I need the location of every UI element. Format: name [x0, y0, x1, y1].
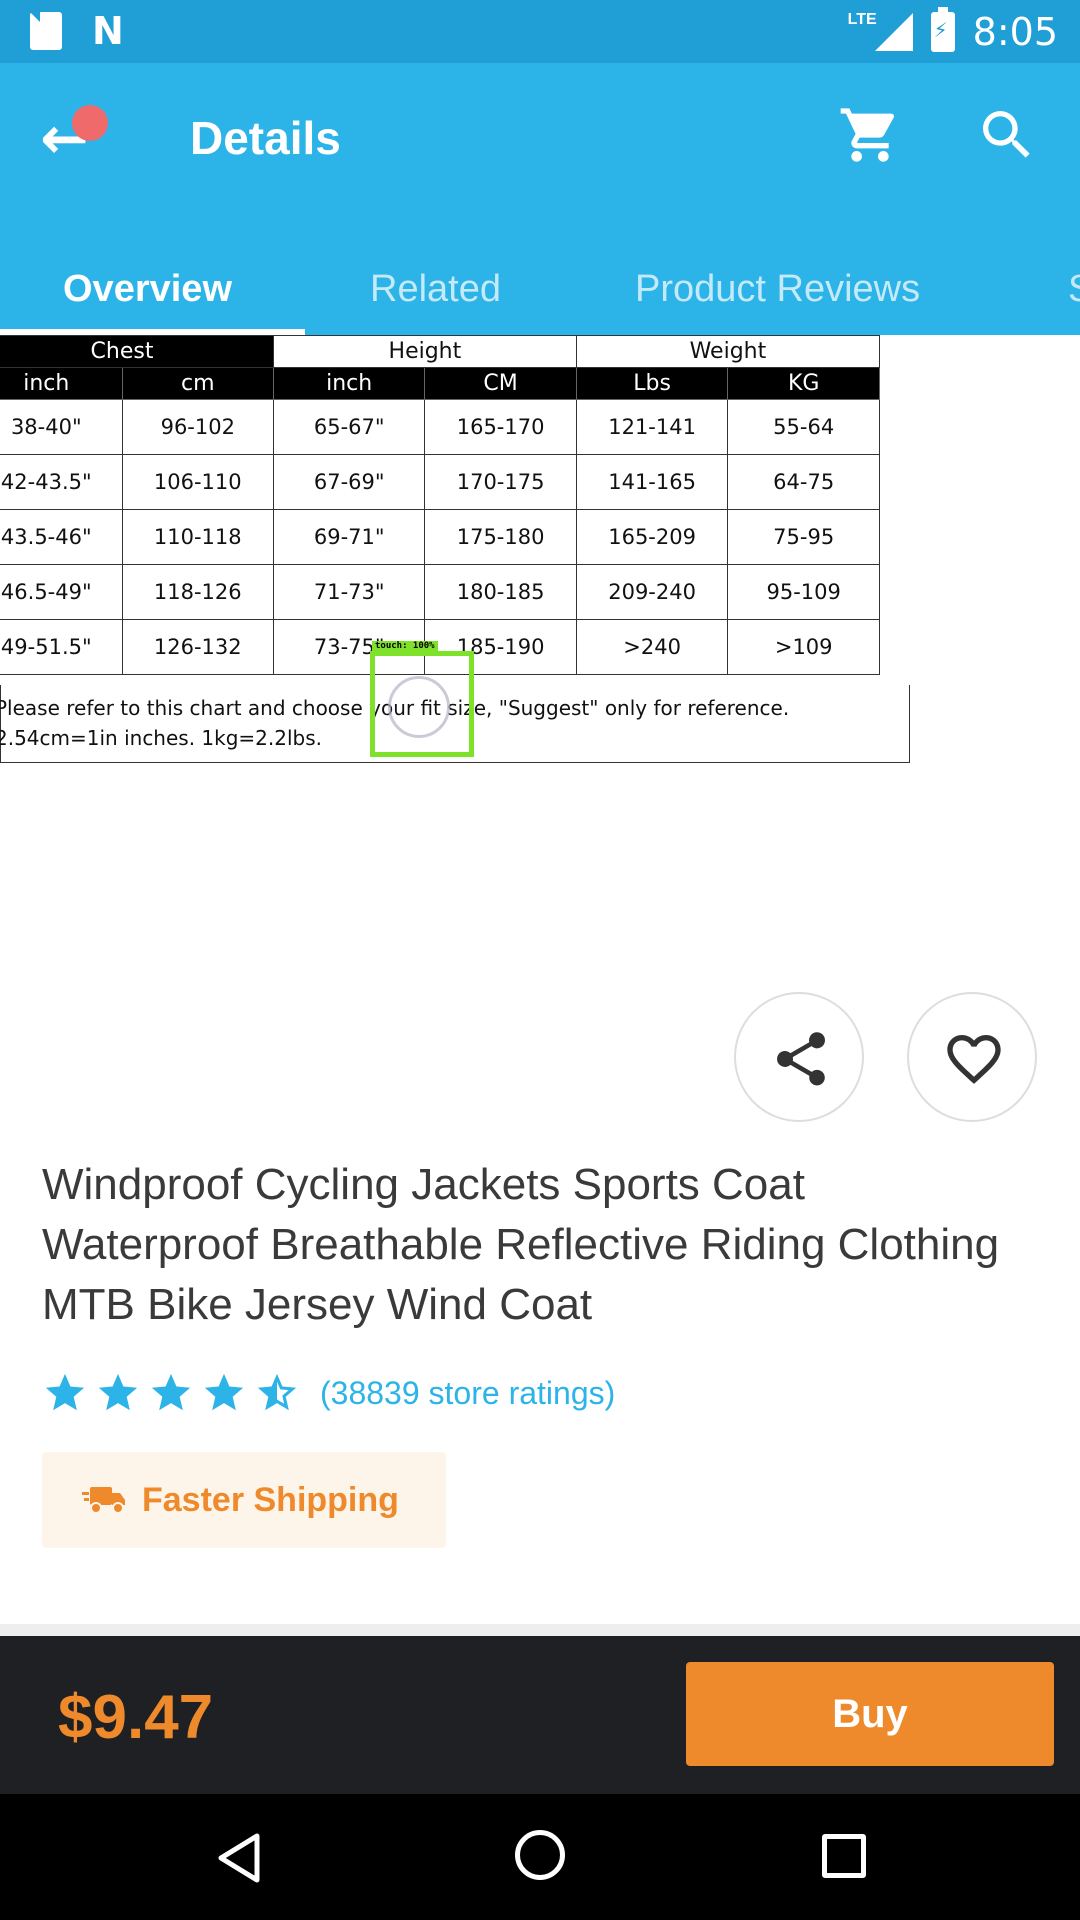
table-cell: 95-109: [727, 564, 880, 620]
table-cell: 43.5-46": [0, 509, 123, 565]
store-ratings-link[interactable]: (38839 store ratings): [320, 1374, 616, 1411]
table-cell: 65-67": [272, 399, 426, 455]
section-divider: [0, 1624, 1080, 1636]
tab-more[interactable]: S: [1068, 243, 1080, 335]
buy-button[interactable]: Buy: [686, 1662, 1054, 1766]
page-title: Details: [190, 112, 341, 164]
favorite-button[interactable]: [907, 992, 1037, 1122]
table-cell: 69-71": [272, 509, 426, 565]
table-cell: 38-40": [0, 399, 123, 455]
product-image[interactable]: Chest Height Weight inch cm inch CM Lbs …: [0, 335, 910, 763]
table-cell: 96-102: [121, 399, 274, 455]
table-cell: 106-110: [121, 454, 274, 510]
table-cell: >240: [575, 619, 729, 675]
tab-overview[interactable]: Overview: [63, 268, 232, 310]
table-cell: 55-64: [727, 399, 880, 455]
table-row: 43.5-46" 110-118 69-71" 175-180 165-209 …: [0, 509, 880, 565]
column-header: CM: [424, 367, 577, 400]
table-cell: 49-51.5": [0, 619, 123, 675]
shipping-label: Faster Shipping: [142, 1480, 399, 1519]
clock: 8:05: [972, 10, 1058, 54]
table-cell: 46.5-49": [0, 564, 123, 620]
size-chart-note-line: 2.54cm=1in inches. 1kg=2.2lbs.: [0, 726, 323, 750]
column-header: inch: [272, 367, 426, 400]
heart-outline-icon: [947, 1035, 1001, 1084]
table-cell: 64-75: [727, 454, 880, 510]
table-cell: 75-95: [727, 509, 880, 565]
table-cell: 42-43.5": [0, 454, 123, 510]
rating-row[interactable]: (38839 store ratings): [42, 1368, 615, 1418]
group-header-weight: Weight: [575, 335, 881, 368]
nav-home-icon[interactable]: [515, 1830, 565, 1880]
search-button[interactable]: [975, 103, 1039, 167]
table-cell: 110-118: [121, 509, 274, 565]
star-half-icon: [257, 1373, 297, 1411]
table-cell: 170-175: [424, 454, 577, 510]
tab-related[interactable]: Related: [370, 268, 501, 310]
network-type: LTE: [847, 11, 877, 28]
group-header-chest: Chest: [0, 335, 274, 368]
purchase-bar: $9.47 Buy: [0, 1636, 1080, 1794]
share-button[interactable]: [734, 992, 864, 1122]
sd-card-icon: [30, 12, 62, 50]
touch-highlight-box: [370, 651, 474, 757]
table-cell: 180-185: [424, 564, 577, 620]
app-bar: ← Details Overview Related Product Revie…: [0, 63, 1080, 335]
table-row: 42-43.5" 106-110 67-69" 170-175 141-165 …: [0, 454, 880, 510]
table-cell: 141-165: [575, 454, 729, 510]
nav-back-icon[interactable]: [215, 1832, 261, 1884]
back-button[interactable]: ←: [40, 103, 110, 173]
table-cell: 209-240: [575, 564, 729, 620]
table-row: 49-51.5" 126-132 73-75" 185-190 >240 >10…: [0, 619, 880, 675]
tab-bar: Overview Related Product Reviews S: [0, 243, 1080, 335]
price: $9.47: [58, 1683, 214, 1752]
table-cell: >109: [727, 619, 880, 675]
table-row: 38-40" 96-102 65-67" 165-170 121-141 55-…: [0, 399, 880, 455]
table-cell: 71-73": [272, 564, 426, 620]
touch-ripple: [388, 676, 450, 738]
star-full-icon: [151, 1373, 191, 1411]
table-cell: 118-126: [121, 564, 274, 620]
column-header: KG: [727, 367, 880, 400]
table-cell: 165-170: [424, 399, 577, 455]
nav-recents-icon[interactable]: [822, 1834, 866, 1878]
column-header: cm: [121, 367, 274, 400]
star-full-icon: [45, 1373, 85, 1411]
product-title: Windproof Cycling Jackets Sports Coat Wa…: [42, 1160, 1000, 1329]
star-full-icon: [98, 1373, 138, 1411]
notification-n-icon: N: [92, 9, 124, 53]
table-cell: 185-190: [424, 619, 577, 675]
table-cell: 126-132: [121, 619, 274, 675]
faster-shipping-badge: Faster Shipping: [42, 1452, 446, 1548]
table-cell: 175-180: [424, 509, 577, 565]
tab-indicator: [0, 329, 305, 335]
truck-icon: [82, 1487, 125, 1514]
table-cell: 121-141: [575, 399, 729, 455]
tab-product-reviews[interactable]: Product Reviews: [635, 268, 921, 310]
column-header: inch: [0, 367, 123, 400]
cart-button[interactable]: [838, 103, 902, 167]
star-full-icon: [204, 1373, 244, 1411]
table-cell: 67-69": [272, 454, 426, 510]
size-chart-table: Chest Height Weight inch cm inch CM Lbs …: [0, 335, 881, 675]
cart-icon: [840, 108, 895, 162]
group-header-height: Height: [272, 335, 577, 368]
touch-label: touch: 100%: [372, 641, 438, 651]
table-cell: 165-209: [575, 509, 729, 565]
status-bar: N LTE 8:05: [0, 0, 1080, 63]
signal-icon: [874, 13, 913, 51]
star-rating: [42, 1370, 300, 1416]
system-nav-bar: [0, 1794, 1080, 1920]
table-row: 46.5-49" 118-126 71-73" 180-185 209-240 …: [0, 564, 880, 620]
search-icon: [983, 111, 1030, 158]
share-icon: [776, 1032, 826, 1086]
notification-dot: [72, 105, 108, 141]
column-header: Lbs: [575, 367, 729, 400]
battery-charging-icon: [930, 7, 955, 52]
